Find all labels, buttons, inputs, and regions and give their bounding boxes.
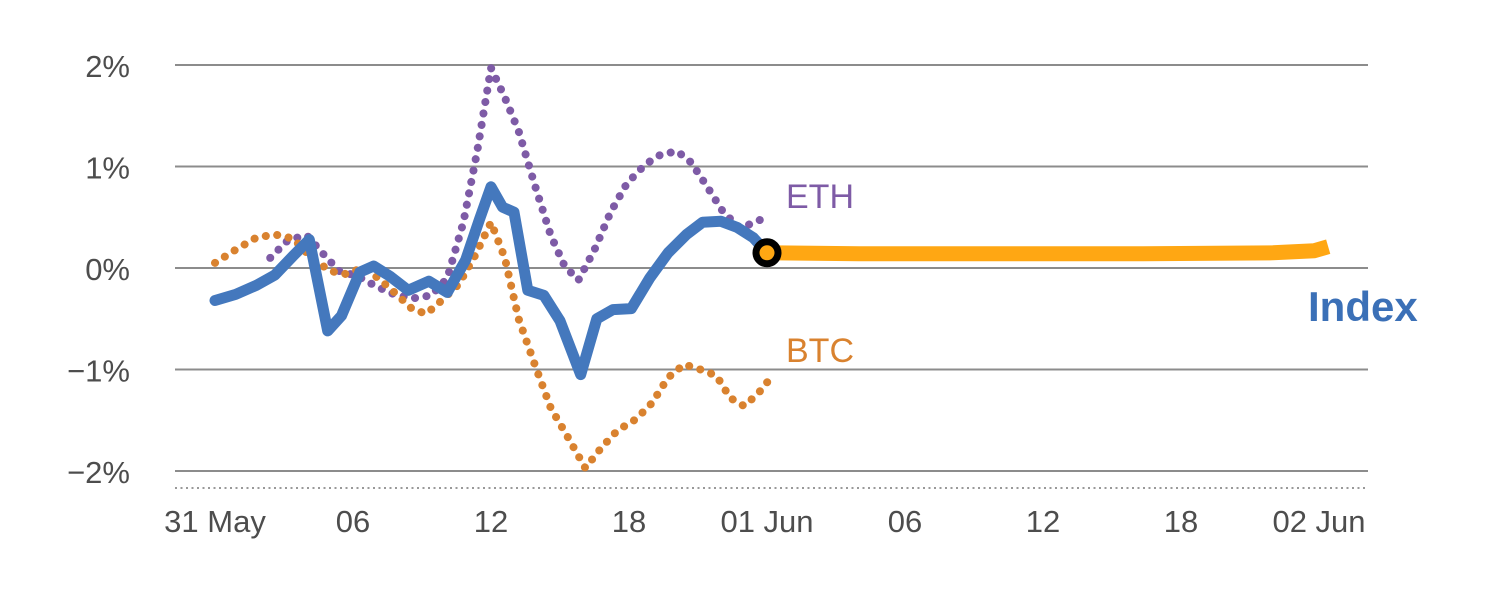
x-tick-label: 02 Jun bbox=[1272, 504, 1365, 539]
y-tick-label: −2% bbox=[67, 455, 130, 490]
y-tick-label: 2% bbox=[85, 49, 130, 84]
x-tick-label: 01 Jun bbox=[720, 504, 813, 539]
index-extension-series-line bbox=[766, 239, 1331, 262]
btc-series-line bbox=[211, 218, 774, 472]
current-value-marker bbox=[752, 238, 782, 268]
y-tick-label: −1% bbox=[67, 354, 130, 389]
x-tick-label: 18 bbox=[612, 504, 646, 539]
eth-series-label: ETH bbox=[786, 178, 854, 216]
x-tick-label: 31 May bbox=[164, 504, 266, 539]
btc-series-label: BTC bbox=[786, 332, 854, 370]
x-tick-label: 18 bbox=[1164, 504, 1198, 539]
x-tick-label: 12 bbox=[1026, 504, 1060, 539]
y-tick-label: 1% bbox=[85, 151, 130, 186]
x-tick-label: 06 bbox=[336, 504, 370, 539]
x-tick-label: 12 bbox=[474, 504, 508, 539]
y-tick-label: 0% bbox=[85, 252, 130, 287]
index-series-line bbox=[209, 181, 773, 381]
x-tick-label: 06 bbox=[888, 504, 922, 539]
index-series-label: Index bbox=[1308, 283, 1418, 330]
